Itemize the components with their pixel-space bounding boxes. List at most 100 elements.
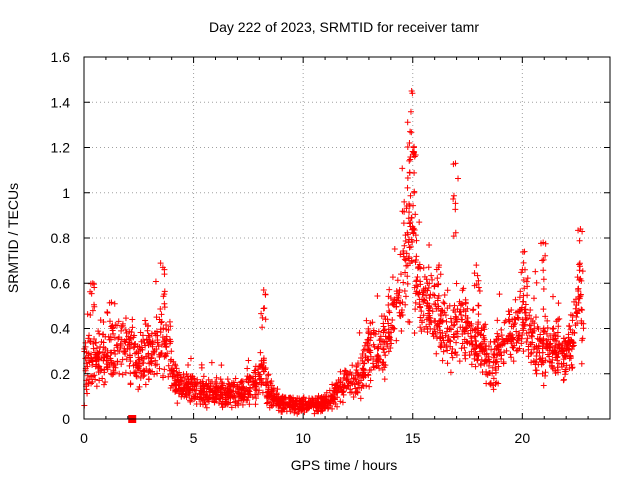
data-point [404,184,411,191]
data-point [427,315,434,322]
data-point [386,286,393,293]
data-point [459,340,466,347]
data-point [435,318,442,325]
data-point [377,341,384,348]
data-point [218,380,225,387]
data-point-peak [452,206,459,213]
data-point [339,389,346,396]
data-point [218,362,225,369]
data-point [561,339,568,346]
data-point [322,396,329,403]
data-point [106,362,113,369]
data-point [540,306,547,313]
data-point [433,335,440,342]
data-point-peak [406,202,413,209]
data-point [460,306,467,313]
data-point [354,361,361,368]
data-point-peak [452,200,459,207]
data-point [279,398,286,405]
data-point [349,362,356,369]
data-point [159,334,166,341]
data-point-peak [579,268,586,275]
data-point-peak [540,285,547,292]
data-point [560,335,567,342]
data-point [127,335,134,342]
data-point [471,355,478,362]
data-point-peak [520,298,527,305]
data-point [406,319,413,326]
data-point [167,358,174,365]
data-point [112,322,119,329]
data-point [539,345,546,352]
data-point [468,320,475,327]
data-point [506,311,513,318]
data-point [542,372,549,379]
data-point [153,361,160,368]
data-point-peak [409,148,416,155]
data-point [447,338,454,345]
data-point [493,359,500,366]
data-point [414,283,421,290]
data-point [101,369,108,376]
data-point [104,347,111,354]
data-point [337,368,344,375]
data-point [111,347,118,354]
data-point [444,360,451,367]
data-point [549,325,556,332]
data-point [420,296,427,303]
data-point [131,343,138,350]
data-point [375,328,382,335]
data-point [471,351,478,358]
data-point-peak [542,240,549,247]
data-point [371,364,378,371]
data-point [526,322,533,329]
data-point [397,251,404,258]
data-point [442,312,449,319]
data-point-peak [576,267,583,274]
data-point-peak [475,302,482,309]
data-point [535,325,542,332]
data-point [471,333,478,340]
data-point [391,302,398,309]
data-point [269,388,276,395]
data-point-peak [87,288,94,295]
data-point [494,330,501,337]
data-point [201,392,208,399]
data-point [370,356,377,363]
data-point [168,348,175,355]
data-point [273,390,280,397]
data-point [228,404,235,411]
data-point [468,348,475,355]
data-point [527,322,534,329]
data-point-peak [406,157,413,164]
data-point [406,244,413,251]
data-point [467,327,474,334]
data-point [500,360,507,367]
data-point [187,373,194,380]
data-point [575,294,582,301]
data-point [124,342,131,349]
data-point [439,357,446,364]
data-point [134,364,141,371]
x-tick-label: 20 [515,430,531,446]
data-point [493,337,500,344]
data-point [468,361,475,368]
data-point [474,352,481,359]
data-point [403,205,410,212]
data-point [89,378,96,385]
data-point [115,335,122,342]
data-point [332,396,339,403]
data-point [366,383,373,390]
data-point [400,220,407,227]
y-tick-label: 0.6 [51,275,71,291]
data-point [152,278,159,285]
data-point-peak [91,303,98,310]
data-point [111,300,118,307]
data-point [420,312,427,319]
data-point [528,315,535,322]
data-point [450,307,457,314]
data-point-peak [258,310,265,317]
data-point [329,405,336,412]
data-point [386,309,393,316]
data-point [569,343,576,350]
